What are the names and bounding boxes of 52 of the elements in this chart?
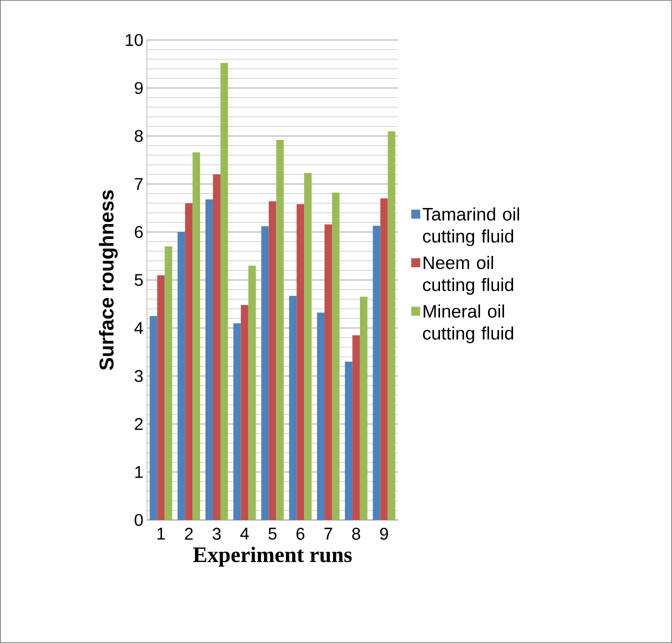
x-tick-label: 6 xyxy=(296,528,304,540)
y-tick-label: 3 xyxy=(134,370,143,382)
x-tick-label: 5 xyxy=(268,528,277,540)
y-tick-label: 2 xyxy=(134,418,143,430)
bar xyxy=(261,226,269,520)
x-tick-label: 4 xyxy=(240,528,249,540)
bar xyxy=(233,323,241,520)
x-tick-label: 8 xyxy=(352,528,360,540)
bar xyxy=(248,266,256,520)
bar xyxy=(212,174,220,520)
legend-label: Mineral oil cutting fluid xyxy=(423,304,514,344)
bar xyxy=(220,63,228,520)
bar xyxy=(352,335,360,520)
bar xyxy=(157,275,165,520)
bar xyxy=(185,203,193,520)
bar xyxy=(380,198,388,520)
legend-label: Tamarind oil cutting fluid xyxy=(422,207,520,246)
bar xyxy=(304,172,312,520)
bar xyxy=(289,296,297,520)
bar xyxy=(164,246,172,520)
y-tick-label: 1 xyxy=(135,466,143,478)
y-tick-label: 8 xyxy=(134,130,143,142)
bar xyxy=(240,304,248,520)
y-tick-label: 6 xyxy=(134,226,143,238)
legend-label: Neem oil cutting fluid xyxy=(423,256,514,295)
bar xyxy=(388,131,396,520)
y-tick-label: 4 xyxy=(134,322,143,334)
bar xyxy=(268,201,276,520)
bar xyxy=(372,226,380,520)
bar xyxy=(344,362,352,520)
bar xyxy=(150,316,158,520)
x-tick-label: 3 xyxy=(212,528,221,540)
x-tick-label: 1 xyxy=(158,528,165,540)
x-tick-label: 2 xyxy=(184,528,193,540)
bar xyxy=(178,232,186,520)
bar xyxy=(296,204,304,520)
bar xyxy=(192,152,200,520)
y-tick-label: 0 xyxy=(134,514,143,526)
bar xyxy=(324,224,332,520)
y-axis-title: Surface roughness xyxy=(98,190,118,370)
bar xyxy=(276,140,284,520)
y-tick-label: 7 xyxy=(134,178,143,190)
x-axis-title: Experiment runs xyxy=(193,546,352,567)
bar xyxy=(317,312,325,520)
x-tick-label: 7 xyxy=(324,528,332,540)
x-tick-label: 9 xyxy=(380,528,388,540)
bar xyxy=(360,296,368,520)
bar xyxy=(332,192,340,520)
y-tick-label: 10 xyxy=(126,34,143,46)
y-tick-label: 9 xyxy=(134,82,143,94)
bar xyxy=(205,199,213,520)
y-tick-label: 5 xyxy=(134,274,143,286)
